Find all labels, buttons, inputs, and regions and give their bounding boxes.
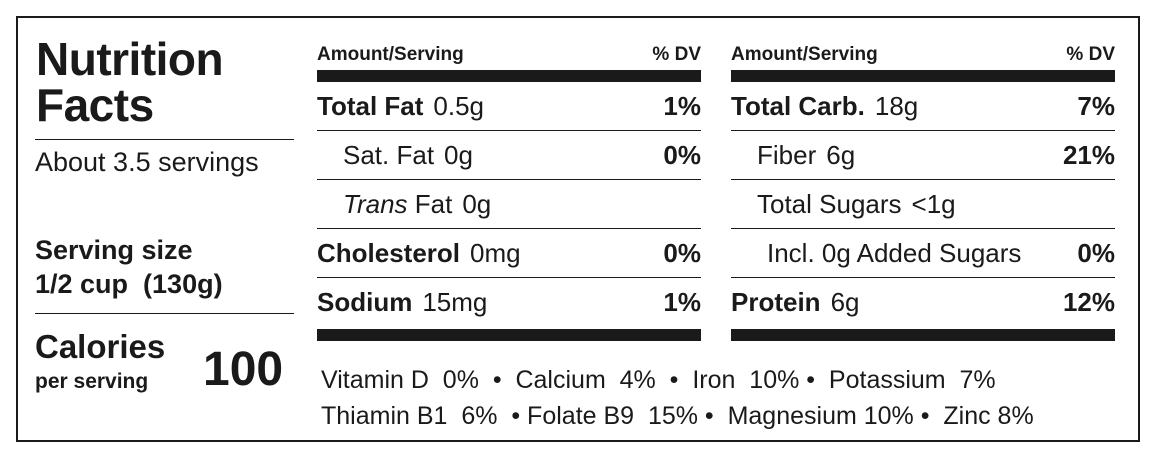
thick-bar (731, 70, 1115, 82)
nutrient-amount: 15mg (422, 287, 488, 317)
column-header: Amount/Serving % DV (317, 40, 701, 70)
nutrient-amount: 6g (830, 287, 860, 317)
divider (35, 139, 294, 140)
calories-per-serving: per serving (35, 370, 149, 393)
nutrient-dv: 0% (663, 139, 701, 170)
title-line-2: Facts (36, 79, 154, 131)
nutrient-row-total-sugars: Total Sugars <1g (731, 180, 1115, 229)
nutrient-name: Total Carb. (731, 90, 865, 121)
nutrient-dv: 21% (1062, 139, 1115, 170)
thick-bar (317, 329, 701, 341)
label-title: Nutrition Facts (36, 33, 224, 131)
nutrient-name: Cholesterol (317, 237, 461, 268)
nutrient-name: Protein (731, 287, 821, 317)
nutrient-row-protein: Protein 6g 12% (731, 278, 1115, 327)
nutrient-dv: 1% (663, 287, 701, 317)
nutrient-name: Fat (407, 188, 453, 219)
calories-value: 100 (203, 343, 284, 396)
nutrient-name-italic: Trans (343, 188, 408, 219)
thick-bar (317, 70, 701, 82)
nutrient-name: Total Fat (317, 90, 424, 121)
serving-size: Serving size 1/2 cup (130g) (35, 233, 295, 301)
dv-header: % DV (652, 44, 701, 65)
nutrient-name: Total Sugars (757, 188, 902, 219)
nutrient-amount: 0mg (470, 237, 521, 268)
nutrient-row-total-carb: Total Carb. 18g 7% (731, 82, 1115, 131)
vitamins-line-2: Thiamin B1 6% • Folate B9 15% • Magnesiu… (321, 402, 1034, 430)
nutrient-amount: 0.5g (433, 90, 485, 121)
nutrient-amount: <1g (911, 188, 956, 219)
nutrient-name: Sodium (317, 287, 413, 317)
nutrient-row-sat-fat: Sat. Fat 0g 0% (317, 131, 701, 180)
nutrition-label-frame (16, 16, 1140, 442)
nutrient-amount: 6g (826, 139, 856, 170)
nutrient-name: Incl. 0g Added Sugars (767, 237, 1022, 268)
nutrient-dv: 12% (1062, 287, 1115, 317)
nutrient-dv: 0% (1077, 237, 1115, 268)
nutrient-row-sodium: Sodium 15mg 1% (317, 278, 701, 327)
divider (35, 313, 294, 314)
nutrient-column-left: Amount/Serving % DV Total Fat 0.5g 1% Sat… (317, 40, 701, 341)
nutrient-row-trans-fat: Trans Fat 0g (317, 180, 701, 229)
nutrient-amount: 0g (462, 188, 492, 219)
nutrient-column-right: Amount/Serving % DV Total Carb. 18g 7% Fi… (731, 40, 1115, 341)
dv-header: % DV (1066, 44, 1115, 65)
nutrient-amount: 18g (874, 90, 919, 121)
nutrient-amount: 0g (444, 139, 473, 170)
title-line-1: Nutrition (36, 33, 224, 85)
thick-bar (731, 329, 1115, 341)
vitamins-line-1: Vitamin D 0% • Calcium 4% • Iron 10% • P… (321, 366, 996, 394)
nutrient-row-added-sugars: Incl. 0g Added Sugars 0% (731, 229, 1115, 278)
nutrient-name: Sat. Fat (343, 139, 435, 170)
servings-per-container: About 3.5 servings (35, 147, 259, 177)
amount-serving-header: Amount/Serving (731, 44, 878, 65)
vitamins-minerals: Vitamin D 0% • Calcium 4% • Iron 10% • P… (321, 362, 1034, 434)
nutrient-row-fiber: Fiber 6g 21% (731, 131, 1115, 180)
nutrient-row-cholesterol: Cholesterol 0mg 0% (317, 229, 701, 278)
amount-serving-header: Amount/Serving (317, 44, 464, 65)
serving-size-value: 1/2 cup (130g) (35, 269, 223, 299)
nutrient-row-total-fat: Total Fat 0.5g 1% (317, 82, 701, 131)
column-header: Amount/Serving % DV (731, 40, 1115, 70)
calories-label: Calories (35, 328, 166, 365)
nutrient-dv: 7% (1077, 90, 1115, 121)
nutrient-name: Fiber (757, 139, 817, 170)
serving-size-label: Serving size (35, 235, 193, 265)
nutrient-dv: 0% (663, 237, 701, 268)
nutrient-dv: 1% (663, 90, 701, 121)
